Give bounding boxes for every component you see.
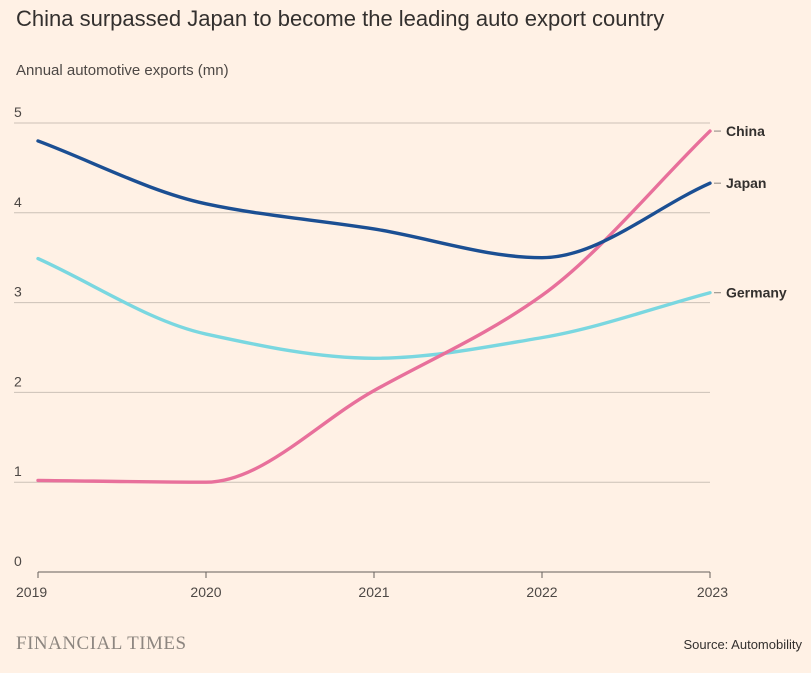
- series-label-china: China: [726, 123, 765, 139]
- x-tick-label-2022: 2022: [526, 584, 557, 600]
- y-tick-label-4: 4: [14, 194, 22, 210]
- x-tick-label-2020: 2020: [190, 584, 221, 600]
- x-tick-label-2021: 2021: [358, 584, 389, 600]
- y-tick-label-1: 1: [14, 463, 22, 479]
- series-label-germany: Germany: [726, 285, 787, 301]
- series-lines: [36, 129, 712, 484]
- chart-title: China surpassed Japan to become the lead…: [16, 6, 665, 31]
- gridlines: [14, 122, 710, 573]
- series-line-germany: [36, 256, 712, 360]
- ft-logo: FINANCIAL TIMES: [16, 633, 187, 654]
- y-tick-label-3: 3: [14, 284, 22, 300]
- y-tick-label-2: 2: [14, 373, 22, 389]
- x-axis-ticks: 2019 2020 2021 2022 2023: [16, 572, 728, 600]
- x-tick-label-2023: 2023: [697, 584, 728, 600]
- y-tick-label-0: 0: [14, 553, 22, 569]
- source-note: Source: Automobility: [683, 637, 802, 652]
- series-labels: China Japan Germany: [714, 123, 787, 301]
- y-axis-ticks: 0 1 2 3 4 5: [14, 104, 22, 569]
- series-line-japan: [36, 139, 712, 260]
- x-tick-label-2019: 2019: [16, 584, 47, 600]
- chart-subtitle: Annual automotive exports (mn): [16, 62, 229, 79]
- series-label-japan: Japan: [726, 175, 766, 191]
- y-tick-label-5: 5: [14, 104, 22, 120]
